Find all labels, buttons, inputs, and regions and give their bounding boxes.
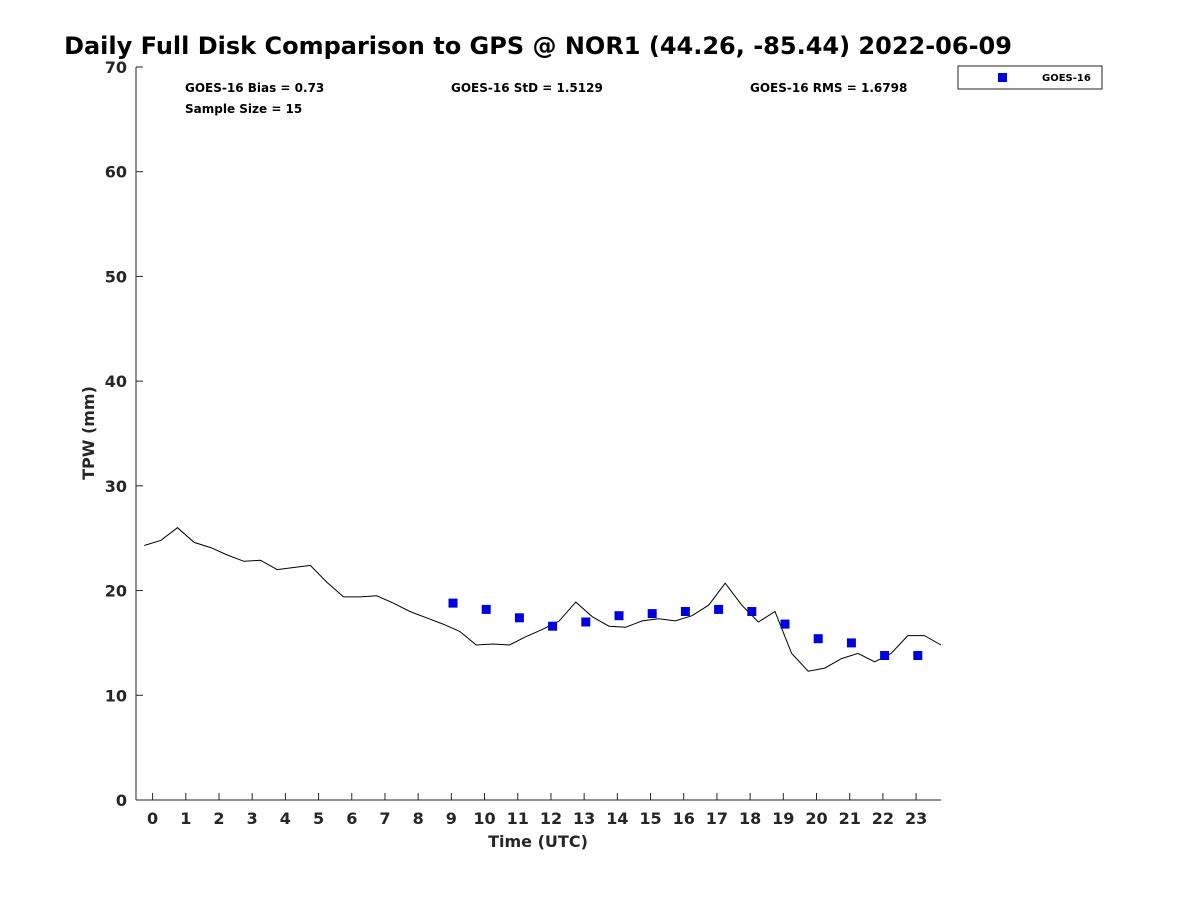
goes16-data-point: [614, 611, 624, 621]
x-tick-label: 5: [313, 809, 324, 828]
goes16-data-point: [747, 607, 757, 616]
x-tick-label: 13: [573, 809, 595, 828]
goes16-data-point: [514, 613, 524, 623]
x-tick-label: 17: [706, 809, 728, 828]
legend-label-goes16: GOES-16: [1042, 73, 1091, 84]
sample-size-stat: Sample Size = 15: [185, 102, 302, 116]
goes16-series-markers: [448, 598, 923, 660]
goes16-data-point: [680, 607, 690, 616]
x-tick-label: 18: [739, 809, 761, 828]
goes16-data-point: [780, 619, 790, 629]
x-tick-label: 4: [280, 809, 291, 828]
x-tick-label: 15: [639, 809, 661, 828]
x-tick-label: 9: [446, 809, 457, 828]
goes16-data-point: [846, 638, 856, 648]
x-tick-label: 14: [606, 809, 628, 828]
y-ticks: 0 10 20 30 40 50 60 70: [105, 58, 143, 810]
rms-stat: GOES-16 RMS = 1.6798: [750, 81, 907, 95]
goes16-data-point: [581, 617, 591, 627]
legend: GOES-16: [957, 65, 1103, 90]
x-tick-label: 21: [839, 809, 861, 828]
x-tick-label: 23: [905, 809, 927, 828]
legend-marker-goes16: [998, 73, 1007, 82]
y-tick-label: 0: [116, 791, 127, 810]
std-stat: GOES-16 StD = 1.5129: [451, 81, 603, 95]
x-tick-label: 22: [872, 809, 894, 828]
goes16-data-point: [913, 651, 923, 660]
x-tick-label: 2: [213, 809, 224, 828]
x-tick-label: 3: [247, 809, 258, 828]
y-tick-label: 70: [105, 58, 127, 77]
x-tick-label: 10: [473, 809, 495, 828]
x-tick-label: 0: [147, 809, 158, 828]
goes16-data-point: [481, 604, 491, 614]
x-tick-label: 16: [673, 809, 695, 828]
y-tick-label: 20: [105, 582, 127, 601]
x-tick-label: 8: [413, 809, 424, 828]
x-axis-label: Time (UTC): [488, 832, 588, 851]
gps-tpw-line: [144, 527, 942, 672]
legend-box: [957, 65, 1103, 90]
y-tick-label: 40: [105, 372, 127, 391]
goes16-data-point: [548, 621, 558, 631]
y-tick-label: 10: [105, 686, 127, 705]
goes16-data-point: [714, 604, 724, 614]
x-tick-label: 12: [540, 809, 562, 828]
y-axis-label: TPW (mm): [79, 386, 98, 480]
goes16-data-point: [880, 651, 890, 660]
goes16-data-point: [448, 598, 458, 608]
x-tick-label: 20: [805, 809, 827, 828]
x-tick-label: 11: [507, 809, 529, 828]
x-ticks: 0 1 2 3 4 5 6 7 8 9 10 11 12 13 14 15 16 17 18 19 20 21 22 23: [147, 793, 927, 828]
x-tick-label: 7: [379, 809, 390, 828]
gps-series-line: [144, 527, 942, 672]
y-tick-label: 50: [105, 267, 127, 286]
y-tick-label: 30: [105, 477, 127, 496]
x-tick-label: 19: [772, 809, 794, 828]
goes16-data-point: [647, 609, 657, 619]
x-tick-label: 6: [346, 809, 357, 828]
bias-stat: GOES-16 Bias = 0.73: [185, 81, 324, 95]
x-tick-label: 1: [180, 809, 191, 828]
chart-title: Daily Full Disk Comparison to GPS @ NOR1…: [64, 32, 1012, 60]
y-tick-label: 60: [105, 163, 127, 182]
goes16-data-point: [813, 634, 823, 644]
